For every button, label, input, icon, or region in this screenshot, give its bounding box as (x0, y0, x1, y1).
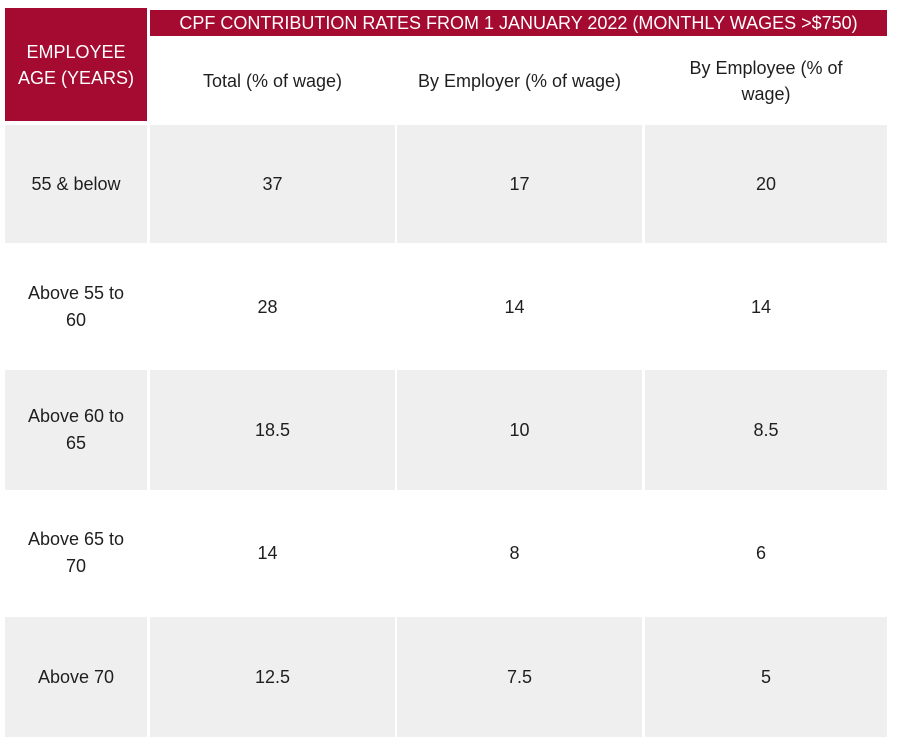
row-employee-cell: 14 (750, 296, 772, 317)
row-total-cell: 28 (257, 296, 278, 317)
row-employee-cell: 5 (645, 617, 887, 737)
column-header-employer: By Employer (% of wage) (417, 71, 622, 91)
row-employee-cell: 6 (755, 542, 766, 563)
row-employee-cell: 8.5 (645, 370, 887, 490)
row-employer-cell: 7.5 (397, 617, 642, 737)
table-title: CPF CONTRIBUTION RATES FROM 1 JANUARY 20… (150, 10, 887, 36)
row-employer-cell: 10 (397, 370, 642, 490)
row-total-cell: 37 (150, 125, 395, 243)
row-age-cell: Above 60 to 65 (5, 370, 147, 490)
column-header-employee: By Employee (% of wage) (689, 58, 843, 104)
row-employer-cell: 8 (509, 542, 520, 563)
row-total-cell: 18.5 (150, 370, 395, 490)
row-total-cell: 14 (257, 542, 278, 563)
row-age-cell: Above 65 to 70 (27, 529, 125, 576)
row-age-cell: Above 55 to 60 (27, 283, 125, 330)
column-header-total: Total (% of wage) (202, 71, 343, 91)
row-employee-cell: 20 (645, 125, 887, 243)
age-column-header: EMPLOYEE AGE (YEARS) (5, 8, 147, 121)
row-employer-cell: 14 (504, 296, 525, 317)
row-total-cell: 12.5 (150, 617, 395, 737)
row-employer-cell: 17 (397, 125, 642, 243)
row-age-cell: 55 & below (5, 125, 147, 243)
row-age-cell: Above 70 (5, 617, 147, 737)
